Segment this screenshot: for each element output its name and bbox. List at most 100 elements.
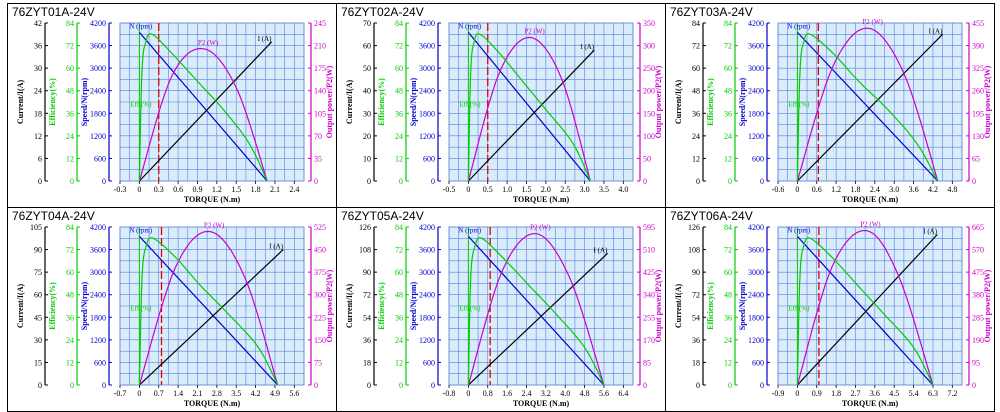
right-tick-label: 260 [972, 87, 984, 96]
right-tick-label: 210 [314, 42, 326, 51]
x-tick-label: 4.2 [251, 389, 261, 398]
y-tick-label: 36 [724, 109, 732, 118]
y-tick-label: 60 [395, 268, 403, 277]
y-tick-label: 84 [724, 19, 732, 28]
right-tick-label: 150 [643, 109, 655, 118]
y-tick-label: 72 [724, 246, 732, 255]
y-tick-label: 24 [692, 132, 700, 141]
y-tick-label: 0 [728, 177, 732, 186]
right-tick-label: 50 [643, 154, 651, 163]
right-axis-label: Output power/P2(W) [654, 269, 663, 342]
y-tick-label: 12 [66, 154, 74, 163]
right-axis-label: Output power/P2(W) [983, 269, 992, 342]
x-tick-label: 1.2 [212, 185, 222, 194]
y-tick-label: 4200 [748, 223, 764, 232]
x-tick-label: 2.7 [850, 389, 860, 398]
y-tick-label: 72 [395, 42, 403, 51]
series-curve [138, 32, 268, 182]
y-axis-label: Current/I(A) [16, 80, 25, 125]
series-curve [138, 235, 279, 386]
y-tick-label: 50 [363, 64, 371, 73]
y-tick-label: 72 [66, 42, 74, 51]
y-tick-label: 1800 [419, 109, 435, 118]
y-tick-label: 36 [395, 109, 403, 118]
right-tick-label: 570 [972, 246, 984, 255]
y-tick-label: 600 [752, 358, 764, 367]
y-tick-label: 60 [66, 268, 74, 277]
y-tick-label: 36 [66, 313, 74, 322]
y-axis-label: Speed/N(rpm) [409, 281, 418, 330]
y-tick-label: 0 [760, 177, 764, 186]
y-axis-label: Current/I(A) [674, 284, 683, 329]
y-axis-label: Speed/N(rpm) [80, 77, 89, 126]
y-tick-label: 72 [66, 246, 74, 255]
series-curve [138, 33, 268, 182]
y-tick-label: 84 [395, 19, 403, 28]
right-axis-label: Output power/P2(W) [654, 65, 663, 138]
y-axis-label: Speed/N(rpm) [409, 77, 418, 126]
y-tick-label: 1200 [90, 132, 106, 141]
chart-panel: 76ZYT06A-24V 0 18 36 54 72 90 108 126 Current/I(A… [665, 207, 995, 412]
y-axis-label: Current/I(A) [345, 284, 354, 329]
x-tick-label: 2.4 [521, 389, 531, 398]
series-curve [467, 252, 609, 386]
y-tick-label: 15 [34, 358, 42, 367]
series-curve [467, 232, 605, 386]
y-tick-label: 1200 [748, 336, 764, 345]
x-tick-label: 3.5 [231, 389, 241, 398]
motor-curve-chart: 0 12 24 36 48 60 72 84 Current/I(A) 0 12 24 36 48 60 72… [674, 18, 992, 204]
x-tick-label: 4.8 [947, 185, 957, 194]
series-curve [138, 230, 279, 386]
x-tick-label: 1.8 [850, 185, 860, 194]
y-tick-label: 12 [724, 358, 732, 367]
series-label: P2 (W) [860, 221, 881, 229]
right-tick-label: 0 [972, 381, 976, 390]
y-tick-label: 108 [359, 246, 371, 255]
y-tick-label: 0 [367, 381, 371, 390]
y-tick-label: 24 [724, 132, 732, 141]
y-axis-label: Current/I(A) [16, 284, 25, 329]
y-tick-label: 48 [66, 87, 74, 96]
right-tick-label: 0 [314, 177, 318, 186]
series-label: N (rpm) [458, 22, 481, 30]
chart-title: 76ZYT03A-24V [670, 5, 753, 19]
x-tick-label: 5.6 [599, 389, 609, 398]
y-tick-label: 1200 [90, 336, 106, 345]
right-tick-label: 595 [643, 223, 655, 232]
y-tick-label: 54 [692, 313, 700, 322]
y-axis-label: Efficiency(%) [706, 282, 715, 330]
right-axis-label: Output power/P2(W) [325, 269, 334, 342]
motor-curve-chart: 0 10 20 30 40 50 60 70 Current/I(A) 0 12 24 36 48 60 72… [345, 19, 663, 204]
right-tick-label: 340 [643, 291, 655, 300]
chart-panel: 76ZYT04A-24V 0 15 30 45 60 75 90 105 Current/I(A)… [7, 207, 337, 412]
y-tick-label: 84 [66, 19, 74, 28]
x-tick-label: 1.4 [173, 389, 183, 398]
y-tick-label: 48 [395, 291, 403, 300]
x-tick-label: 2.1 [192, 389, 202, 398]
y-tick-label: 4200 [90, 223, 106, 232]
y-tick-label: 10 [363, 154, 371, 163]
y-axis-label: Efficiency(%) [48, 78, 57, 126]
x-axis-label: TORQUE (N.m) [513, 399, 570, 408]
y-tick-label: 40 [363, 87, 371, 96]
chart-title: 76ZYT01A-24V [12, 5, 95, 19]
y-tick-label: 72 [692, 291, 700, 300]
series-label: Eff (%) [130, 305, 152, 313]
right-tick-label: 75 [314, 358, 322, 367]
series-curve [467, 33, 591, 182]
x-tick-label: 3.6 [909, 185, 919, 194]
x-tick-label: 2.8 [212, 389, 222, 398]
x-tick-label: 0.9 [812, 389, 822, 398]
y-tick-label: 48 [724, 87, 732, 96]
y-tick-label: 2400 [90, 291, 106, 300]
y-tick-label: 90 [363, 268, 371, 277]
series-label: I (A) [923, 228, 937, 236]
y-tick-label: 84 [692, 19, 700, 28]
series-label: Eff (%) [788, 101, 810, 109]
y-tick-label: 2400 [419, 291, 435, 300]
y-tick-label: 1800 [748, 109, 764, 118]
y-tick-label: 12 [395, 358, 403, 367]
y-tick-label: 3000 [90, 268, 106, 277]
y-tick-label: 600 [423, 358, 435, 367]
y-axis-label: Current/I(A) [345, 80, 354, 125]
